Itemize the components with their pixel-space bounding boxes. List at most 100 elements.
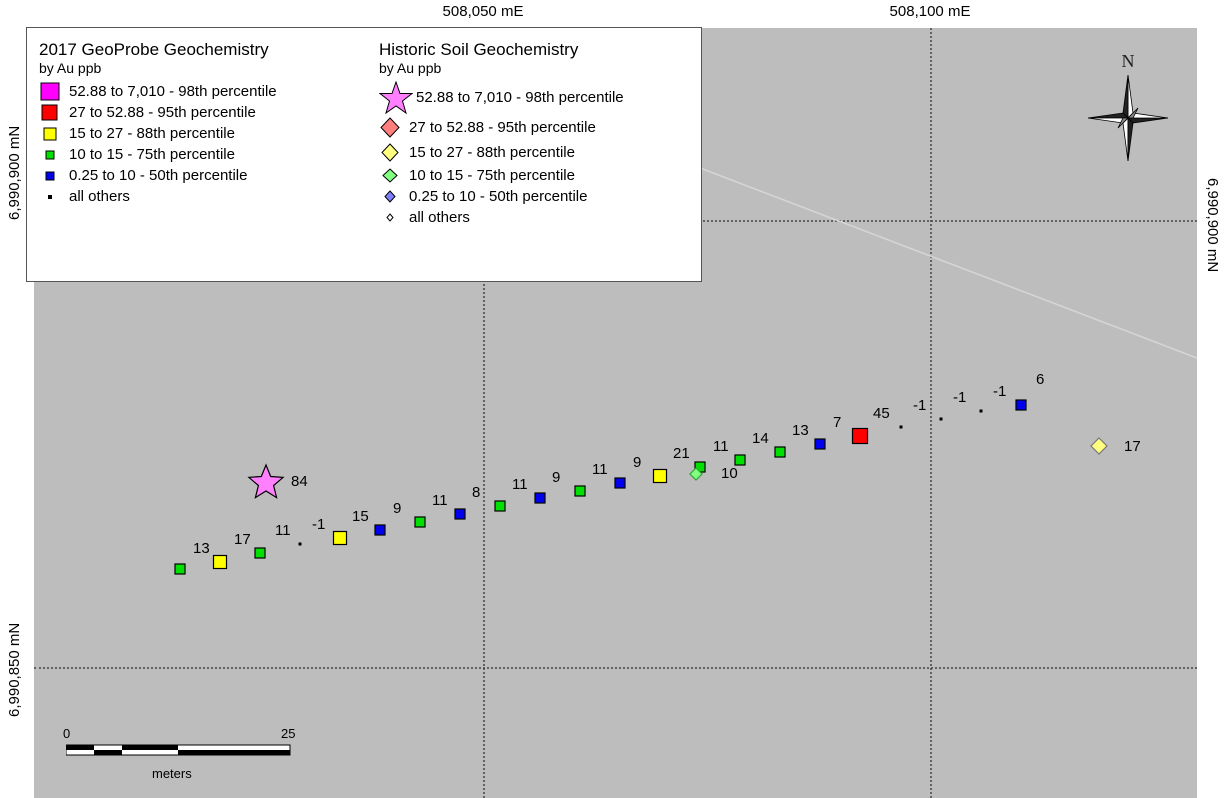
geoprobe-sample-marker [174, 563, 186, 575]
geoprobe-sample-label: 13 [792, 422, 809, 439]
geoprobe-sample-dot [979, 409, 983, 413]
historic-sample-label: 10 [721, 465, 738, 482]
legend-historic-label-5: 0.25 to 10 - 50th percentile [409, 188, 588, 205]
geoprobe-sample-label: 17 [234, 531, 251, 548]
legend-geoprobe-label-2: 27 to 52.88 - 95th percentile [69, 104, 256, 121]
geoprobe-sample-dot [939, 417, 943, 421]
legend-geoprobe-item-6: all others [39, 186, 277, 207]
geoprobe-sample-label: 7 [833, 414, 841, 431]
geoprobe-sample-label: 6 [1036, 371, 1044, 388]
geoprobe-sample-marker [614, 477, 626, 489]
geoprobe-sample-marker [494, 500, 506, 512]
geoprobe-sample-dot [899, 425, 903, 429]
legend-historic-item-3: 15 to 27 - 88th percentile [379, 140, 624, 165]
geoprobe-sample-dot [298, 542, 302, 546]
legend-geoprobe-label-6: all others [69, 188, 130, 205]
legend-historic-label-2: 27 to 52.88 - 95th percentile [409, 119, 596, 136]
historic-diamond-marker [689, 467, 703, 481]
geoprobe-sample-marker [652, 468, 668, 484]
legend-historic-item-1: 52.88 to 7,010 - 98th percentile [379, 81, 624, 115]
historic-sample-label: 17 [1124, 438, 1141, 455]
legend-geoprobe-label-5: 0.25 to 10 - 50th percentile [69, 167, 248, 184]
geoprobe-sample-marker [374, 524, 386, 536]
scale-bar-graphic [66, 744, 291, 756]
diamond-icon [381, 143, 399, 162]
geoprobe-sample-label: 11 [275, 522, 291, 539]
legend-geoprobe-item-3: 15 to 27 - 88th percentile [39, 123, 277, 144]
diamond-icon [382, 168, 398, 183]
easting-label-1: 508,050 mE [442, 3, 524, 20]
legend-historic-item-5: 0.25 to 10 - 50th percentile [379, 186, 624, 207]
legend-geoprobe-label-4: 10 to 15 - 75th percentile [69, 146, 235, 163]
geoprobe-sample-label: 11 [432, 492, 448, 509]
geoprobe-sample-marker [774, 446, 786, 458]
north-arrow-icon: N [1087, 51, 1169, 162]
legend-historic-item-6: all others [379, 207, 624, 228]
geoprobe-sample-label: 45 [873, 405, 890, 422]
diamond-icon [384, 190, 396, 203]
geoprobe-sample-marker [851, 427, 869, 445]
grid-line-easting-1 [483, 28, 485, 798]
legend-historic-title: Historic Soil Geochemistry [379, 40, 579, 59]
grid-line-easting-2 [930, 28, 932, 798]
geoprobe-sample-marker [574, 485, 586, 497]
legend-geoprobe-item-5: 0.25 to 10 - 50th percentile [39, 165, 277, 186]
north-label: N [1122, 51, 1135, 71]
yellow-square-icon [43, 127, 57, 141]
legend-historic-subtitle: by Au ppb [379, 60, 442, 76]
legend-historic-label-6: all others [409, 209, 470, 226]
geoprobe-sample-marker [332, 530, 348, 546]
scale-start-label: 0 [63, 726, 71, 741]
faint-line [673, 157, 1197, 359]
legend-historic-label-3: 15 to 27 - 88th percentile [409, 144, 575, 161]
legend-geoprobe: 2017 GeoProbe Geochemistry by Au ppb 52.… [39, 40, 277, 207]
geoprobe-sample-label: -1 [993, 383, 1006, 400]
legend-historic: Historic Soil Geochemistry by Au ppb 52.… [379, 40, 624, 228]
geoprobe-sample-label: 9 [552, 469, 560, 486]
legend-geoprobe-subtitle: by Au ppb [39, 60, 102, 76]
scale-unit-label: meters [152, 766, 192, 781]
geoprobe-sample-label: -1 [312, 516, 325, 533]
easting-label-2: 508,100 mE [889, 3, 971, 20]
geoprobe-sample-marker [534, 492, 546, 504]
geoprobe-sample-label: 13 [193, 540, 210, 557]
blue-square-icon [45, 171, 55, 181]
legend-geoprobe-title: 2017 GeoProbe Geochemistry [39, 40, 269, 59]
geoprobe-sample-label: 9 [633, 454, 641, 471]
scale-bar: 0 25 meters [60, 726, 310, 786]
historic-star-marker [247, 463, 285, 499]
geoprobe-sample-label: 8 [472, 484, 480, 501]
geoprobe-sample-label: -1 [913, 397, 926, 414]
geoprobe-sample-marker [454, 508, 466, 520]
geoprobe-sample-label: 15 [352, 508, 369, 525]
geoprobe-sample-label: 11 [512, 476, 528, 493]
red-square-icon [41, 104, 58, 121]
scale-end-label: 25 [281, 726, 296, 741]
geoprobe-sample-marker [734, 454, 746, 466]
faint-line-layer [673, 157, 1197, 359]
geoprobe-sample-label: 9 [393, 500, 401, 517]
grid-line-northing-2 [34, 667, 1197, 669]
legend-historic-item-2: 27 to 52.88 - 95th percentile [379, 115, 624, 140]
diamond-icon [380, 117, 400, 138]
legend-geoprobe-item-2: 27 to 52.88 - 95th percentile [39, 102, 277, 123]
geoprobe-sample-label: 21 [673, 445, 690, 462]
legend-geoprobe-label-1: 52.88 to 7,010 - 98th percentile [69, 83, 277, 100]
historic-sample-label: 84 [291, 473, 308, 490]
diamond-icon [386, 213, 394, 222]
magenta-square-icon [40, 82, 60, 101]
geoprobe-sample-label: 14 [752, 430, 769, 447]
legend-historic-label-4: 10 to 15 - 75th percentile [409, 167, 575, 184]
geoprobe-sample-marker [1015, 399, 1027, 411]
legend-historic-item-4: 10 to 15 - 75th percentile [379, 165, 624, 186]
green-square-icon [45, 150, 55, 160]
geoprobe-sample-label: 11 [713, 438, 729, 455]
geoprobe-sample-marker [814, 438, 826, 450]
legend-geoprobe-item-4: 10 to 15 - 75th percentile [39, 144, 277, 165]
geoprobe-sample-marker [254, 547, 266, 559]
star-icon [379, 81, 413, 115]
geoprobe-sample-marker [414, 516, 426, 528]
dot-icon [48, 195, 52, 199]
geoprobe-sample-label: -1 [953, 389, 966, 406]
